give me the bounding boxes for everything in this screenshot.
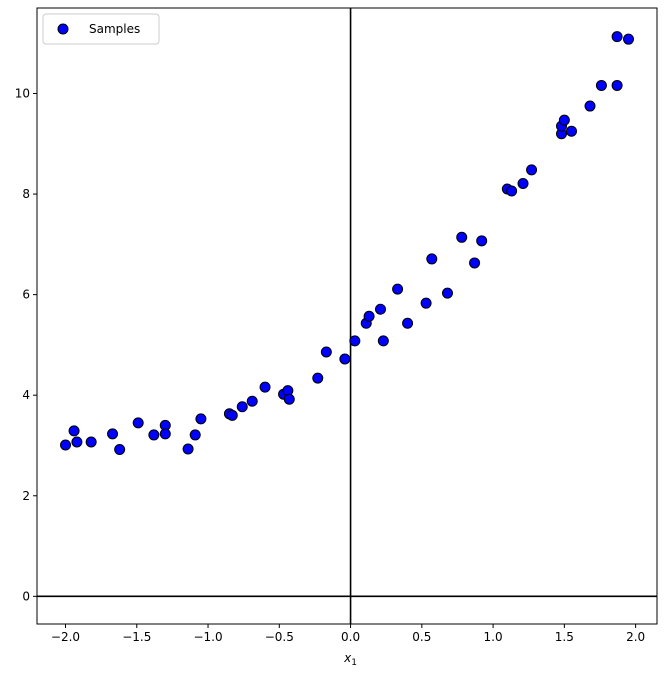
- data-point: [377, 335, 389, 347]
- x-axis-label: x1: [343, 651, 357, 668]
- data-point: [236, 401, 248, 413]
- data-point: [132, 417, 144, 429]
- x-tick-label: −2.0: [51, 630, 80, 644]
- plot-frame: [36, 7, 658, 625]
- axes: −2.0 −1.5 −1.0 −0.5 0.0 0.5 1.0 1.5 2.0 0 2 4 6 8 10 x1: [15, 86, 645, 668]
- data-point: [469, 257, 481, 269]
- data-point: [349, 335, 361, 347]
- x-tick-label: 0.0: [341, 630, 360, 644]
- data-point: [363, 310, 375, 322]
- data-point: [339, 353, 351, 365]
- data-point: [71, 436, 83, 448]
- y-tick-label: 8: [22, 187, 30, 201]
- data-point: [68, 425, 80, 437]
- data-points: [60, 31, 634, 456]
- x-tick-label: 0.5: [412, 630, 431, 644]
- y-tick-label: 2: [22, 489, 30, 503]
- x-tick-label: 2.0: [626, 630, 645, 644]
- data-point: [565, 125, 577, 137]
- data-point: [517, 177, 529, 189]
- plot-area: [36, 7, 658, 625]
- data-point: [283, 393, 295, 405]
- data-point: [320, 346, 332, 358]
- data-point: [60, 439, 72, 451]
- data-point: [392, 283, 404, 295]
- data-point: [114, 444, 126, 456]
- data-point: [148, 429, 160, 441]
- data-point: [611, 79, 623, 91]
- y-tick-label: 10: [15, 86, 30, 100]
- data-point: [456, 231, 468, 243]
- data-point: [611, 31, 623, 43]
- x-tick-label: −0.5: [265, 630, 294, 644]
- data-point: [476, 235, 488, 247]
- y-tick-label: 6: [22, 288, 30, 302]
- data-point: [420, 297, 432, 309]
- data-point: [526, 164, 538, 176]
- data-point: [182, 443, 194, 455]
- data-point: [595, 79, 607, 91]
- y-tick-label: 0: [22, 589, 30, 603]
- data-point: [159, 428, 171, 440]
- data-point: [226, 409, 238, 421]
- data-point: [312, 372, 324, 384]
- data-point: [374, 303, 386, 315]
- data-point: [402, 317, 414, 329]
- data-point: [246, 395, 258, 407]
- legend: Samples: [42, 13, 160, 45]
- data-point: [622, 33, 634, 45]
- reference-lines: [37, 8, 657, 624]
- data-point: [195, 413, 207, 425]
- legend-box: [42, 13, 160, 45]
- x-tick-label: 1.5: [555, 630, 574, 644]
- data-point: [506, 185, 518, 197]
- y-tick-label: 4: [22, 388, 30, 402]
- data-point: [259, 381, 271, 393]
- x-tick-label: −1.0: [193, 630, 222, 644]
- legend-marker: [57, 23, 69, 35]
- data-point: [558, 114, 570, 126]
- x-tick-label: −1.5: [122, 630, 151, 644]
- data-point: [107, 428, 119, 440]
- data-point: [426, 253, 438, 265]
- data-point: [441, 287, 453, 299]
- data-point: [189, 429, 201, 441]
- data-point: [584, 100, 596, 112]
- data-point: [85, 436, 97, 448]
- legend-label: Samples: [89, 22, 140, 36]
- x-tick-label: 1.0: [484, 630, 503, 644]
